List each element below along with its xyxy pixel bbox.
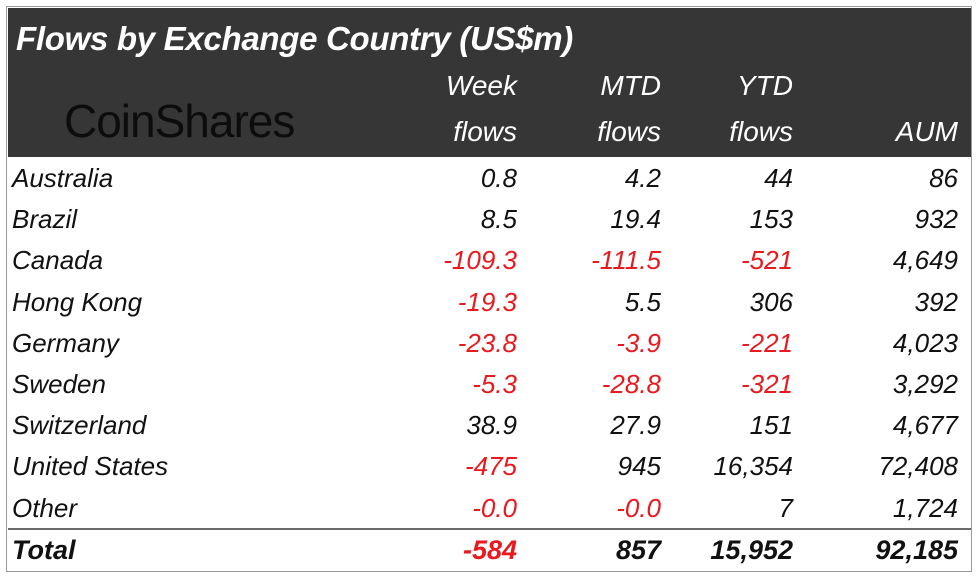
value-cell: 945 <box>617 451 661 482</box>
value-cell: -0.0 <box>616 492 661 523</box>
column-header-line1: MTD <box>600 70 661 101</box>
value-cell: 306 <box>749 286 793 317</box>
value-cell: 92,185 <box>875 535 958 565</box>
row-label: Other <box>12 492 78 523</box>
value-cell: 7 <box>778 492 793 523</box>
value-cell: 1,724 <box>892 492 958 523</box>
row-label: Total <box>12 535 76 565</box>
row-label: Canada <box>12 245 104 276</box>
table-row: Australia 0.8 4.2 44 86 <box>8 158 971 199</box>
column-header-line2: flows <box>453 116 517 147</box>
column-header-line2: flows <box>729 116 793 147</box>
row-label: Switzerland <box>12 410 147 441</box>
value-cell: 151 <box>749 410 793 441</box>
value-cell: -111.5 <box>591 245 661 276</box>
value-cell: -584 <box>462 535 517 565</box>
table-frame <box>6 6 972 572</box>
value-cell: 4,023 <box>892 327 958 358</box>
table-row: Germany -23.8 -3.9 -221 4,023 <box>8 323 971 364</box>
table-header: Flows by Exchange Country (US$m) CoinSha… <box>8 8 971 157</box>
value-cell: 8.5 <box>480 204 517 235</box>
row-label: Sweden <box>12 369 106 399</box>
value-cell: 19.4 <box>610 204 661 235</box>
coinshares-logo: CoinShares <box>64 95 295 147</box>
value-cell: 4,649 <box>892 245 958 276</box>
row-label: United States <box>12 451 169 482</box>
value-cell: -5.3 <box>472 369 517 399</box>
value-cell: -475 <box>464 451 517 482</box>
value-cell: -19.3 <box>457 286 517 317</box>
table-row: Hong Kong -19.3 5.5 306 392 <box>8 282 971 323</box>
row-label: Brazil <box>12 204 78 235</box>
column-header-line2: flows <box>597 116 661 147</box>
value-cell: -521 <box>740 245 793 276</box>
row-label: Germany <box>12 327 119 358</box>
value-cell: -28.8 <box>601 369 661 399</box>
value-cell: -221 <box>740 327 793 358</box>
value-cell: -23.8 <box>457 327 517 358</box>
value-cell: -321 <box>740 369 793 399</box>
value-cell: -109.3 <box>443 245 517 276</box>
value-cell: -0.0 <box>472 492 517 523</box>
value-cell: 932 <box>914 204 958 235</box>
value-cell: 27.9 <box>610 410 661 441</box>
table-row: Other -0.0 -0.0 7 1,724 <box>8 488 971 529</box>
value-cell: 16,354 <box>713 451 793 482</box>
value-cell: 3,292 <box>892 369 958 399</box>
value-cell: 392 <box>914 286 958 317</box>
value-cell: 44 <box>764 163 793 193</box>
total-row: Total -584 857 15,952 92,185 <box>8 530 971 571</box>
table-row: Canada -109.3 -111.5 -521 4,649 <box>8 240 971 281</box>
column-header-line1: YTD <box>737 70 793 101</box>
value-cell: 153 <box>749 204 793 235</box>
table-row: Switzerland 38.9 27.9 151 4,677 <box>8 405 971 446</box>
value-cell: -3.9 <box>616 327 661 358</box>
value-cell: 15,952 <box>710 535 793 565</box>
value-cell: 4,677 <box>892 410 958 441</box>
column-header-line2: AUM <box>895 116 958 147</box>
value-cell: 857 <box>615 535 661 565</box>
column-header-line1: Week <box>445 70 517 101</box>
value-cell: 5.5 <box>624 286 661 317</box>
row-label: Hong Kong <box>12 286 143 317</box>
value-cell: 86 <box>929 163 958 193</box>
total-divider <box>8 528 971 530</box>
value-cell: 4.2 <box>624 163 661 193</box>
table-title: Flows by Exchange Country (US$m) <box>16 20 573 57</box>
table-row: Sweden -5.3 -28.8 -321 3,292 <box>8 364 971 405</box>
row-label: Australia <box>12 163 114 193</box>
value-cell: 72,408 <box>878 451 958 482</box>
table-row: Brazil 8.5 19.4 153 932 <box>8 199 971 240</box>
value-cell: 0.8 <box>480 163 517 193</box>
table-row: United States -475 945 16,354 72,408 <box>8 446 971 487</box>
value-cell: 38.9 <box>466 410 517 441</box>
